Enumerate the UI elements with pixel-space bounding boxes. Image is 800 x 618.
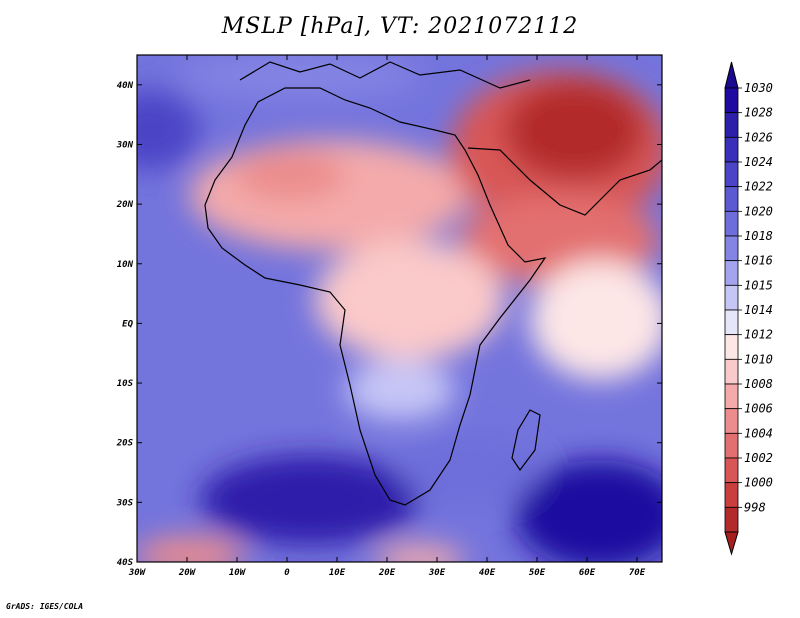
plot-frame	[136, 54, 663, 563]
lon-tick-label: 20W	[178, 568, 197, 578]
pressure-low-persian-gulf	[505, 80, 645, 180]
colorbar-label: 1020	[744, 204, 773, 218]
lon-tick-label: 10W	[229, 568, 247, 578]
lon-tick-label: 60E	[579, 568, 596, 578]
colorbar-swatch	[724, 309, 739, 336]
lat-tick-label: 40S	[117, 558, 134, 568]
colorbar-swatch	[724, 383, 739, 410]
lon-tick-label: 10E	[329, 568, 346, 578]
credit-text: GrADS: IGES/COLA	[6, 602, 84, 611]
pressure-southern-africa-ridge	[345, 360, 455, 420]
lon-tick-label: 0	[284, 568, 290, 578]
colorbar-swatch	[724, 432, 739, 459]
lon-tick-label: 70E	[629, 568, 646, 578]
colorbar-label: 1006	[744, 402, 773, 416]
lat-tick-label: 10N	[117, 260, 134, 270]
colorbar-swatch	[724, 284, 739, 311]
colorbar-cap-bottom	[724, 531, 739, 556]
pressure-ridge-mozambique	[400, 435, 540, 505]
europe-coastline	[239, 61, 531, 89]
lon-tick-label: 20E	[378, 568, 396, 578]
colorbar-swatch	[724, 334, 739, 360]
colorbar-swatch	[724, 235, 739, 262]
colorbar-label: 1008	[744, 377, 773, 391]
colorbar-label: 1022	[744, 180, 773, 194]
colorbar-label: 1002	[744, 451, 773, 465]
colorbar-swatch	[724, 210, 739, 237]
colorbar-swatch	[724, 186, 739, 212]
lat-tick-label: 40N	[117, 81, 134, 91]
lon-tick-label: 30W	[128, 568, 147, 578]
colorbar-swatch	[724, 87, 739, 114]
pressure-high-indian-ocean	[515, 460, 662, 562]
pressure-low-south-edge	[375, 545, 465, 562]
lon-tick-label: 30E	[428, 568, 446, 578]
pressure-field	[137, 55, 662, 562]
lat-tick-label: 30S	[116, 498, 134, 508]
lon-tick-label: 50E	[529, 568, 546, 578]
colorbar-swatch	[724, 136, 739, 163]
lat-tick-label: EQ	[122, 319, 133, 329]
latitude-axis: 40N 30N 20N 10N EQ 10S 20S 30S 40S	[116, 81, 662, 568]
africa-coastline	[204, 87, 547, 506]
colorbar-label: 1000	[744, 476, 773, 490]
colorbar-cap-top	[724, 61, 739, 89]
pressure-low-south-atlantic-edge	[137, 537, 245, 562]
lat-tick-label: 20S	[116, 439, 134, 449]
colorbar-label: 1016	[744, 254, 773, 268]
colorbar-swatch	[724, 358, 739, 385]
colorbar-label: 998	[744, 500, 766, 514]
lat-tick-label: 30N	[116, 140, 134, 150]
pressure-low-west-sahara	[235, 150, 345, 200]
arabia-coastline	[467, 147, 662, 216]
pressure-west-indian-ocean	[530, 260, 662, 380]
colorbar-swatch	[724, 482, 739, 508]
colorbar-swatch	[724, 260, 739, 286]
colorbar-swatch	[724, 408, 739, 434]
colorbar-label: 1010	[744, 352, 773, 366]
madagascar-coastline	[511, 409, 541, 472]
colorbar-label: 1012	[744, 328, 773, 342]
colorbar-label: 1004	[744, 426, 773, 440]
colorbar-label: 1014	[744, 303, 773, 317]
pressure-mediterranean	[180, 55, 420, 97]
coastlines	[204, 61, 662, 506]
pressure-high-north-atlantic	[137, 90, 200, 170]
colorbar-label: 1028	[744, 106, 773, 120]
colorbar-label: 1015	[744, 278, 773, 292]
lat-tick-label: 10S	[117, 379, 134, 389]
colorbar-legend: 1030 1028 1026 1024 1022 1020 1018 1016 1015 1014…	[724, 61, 773, 556]
colorbar-swatch	[724, 457, 739, 484]
colorbar-label: 1018	[744, 229, 773, 243]
longitude-axis: 30W 20W 10W 0 10E 20E 30E 40E 50E 60E 70E	[128, 55, 646, 578]
pressure-high-south-atlantic	[200, 455, 420, 545]
colorbar-label: 1024	[744, 155, 773, 169]
colorbar-swatch	[724, 161, 739, 188]
colorbar-swatch	[724, 506, 739, 533]
colorbar-label: 1030	[744, 81, 773, 95]
pressure-central-africa	[315, 240, 505, 360]
colorbar-swatch	[724, 112, 739, 138]
colorbar-label: 1026	[744, 130, 773, 144]
lon-tick-label: 40E	[479, 568, 496, 578]
lat-tick-label: 20N	[116, 200, 134, 210]
map-title: MSLP [hPa], VT: 2021072112	[221, 14, 579, 39]
